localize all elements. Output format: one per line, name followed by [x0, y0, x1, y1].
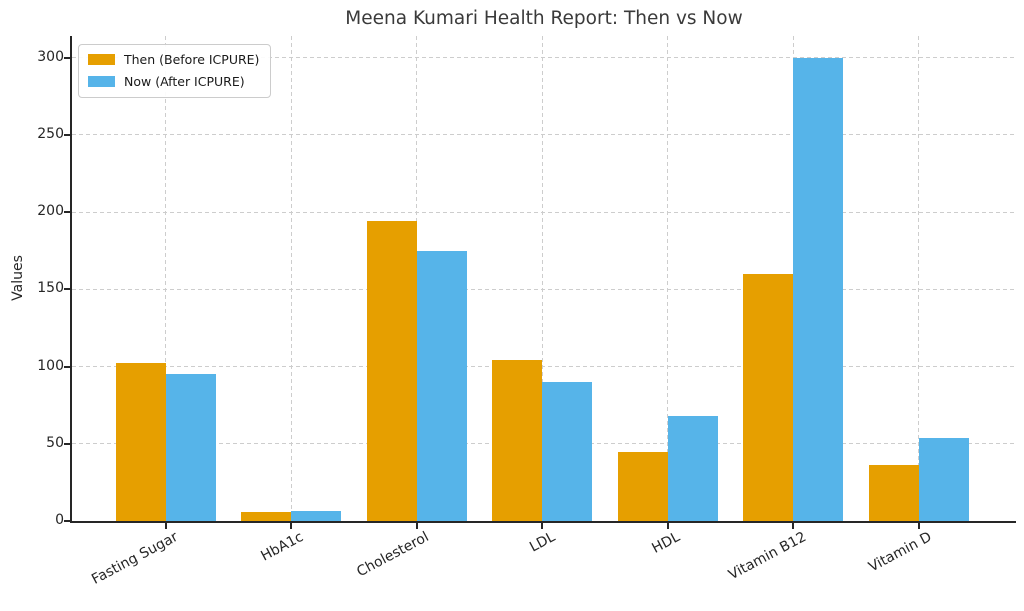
- bar-then-cholesterol: [366, 221, 417, 521]
- v-gridline-1: [290, 36, 292, 521]
- h-gridline-200: [72, 211, 1016, 213]
- bar-now-fasting-sugar: [165, 374, 216, 521]
- legend-item-now: Now (After ICPURE): [88, 74, 259, 89]
- x-tick-5: [792, 523, 794, 529]
- y-axis-label: Values: [10, 255, 26, 301]
- x-tick-label-1: HbA1c: [258, 529, 307, 565]
- bar-now-cholesterol: [416, 250, 467, 521]
- legend-item-then: Then (Before ICPURE): [88, 52, 259, 67]
- bar-then-hdl: [617, 451, 668, 521]
- x-tick-3: [541, 523, 543, 529]
- y-tick-label-150: 150: [37, 280, 64, 297]
- y-tick-100: [64, 365, 70, 368]
- x-tick-label-0: Fasting Sugar: [89, 529, 182, 588]
- x-tick-6: [917, 523, 920, 529]
- x-tick-0: [164, 523, 167, 529]
- y-tick-0: [64, 520, 70, 522]
- legend-label-then: Then (Before ICPURE): [124, 52, 260, 67]
- x-tick-label-6: Vitamin D: [865, 529, 935, 576]
- y-tick-50: [64, 442, 70, 445]
- bar-then-vitamin-d: [868, 465, 919, 521]
- y-tick-label-300: 300: [37, 48, 64, 65]
- v-gridline-3: [541, 36, 543, 521]
- h-gridline-150: [72, 288, 1016, 290]
- chart-title: Meena Kumari Health Report: Then vs Now: [345, 8, 743, 29]
- h-gridline-300: [72, 57, 1016, 59]
- x-tick-label-2: Cholesterol: [354, 529, 433, 581]
- bar-then-fasting-sugar: [115, 363, 166, 521]
- y-tick-200: [64, 211, 70, 214]
- v-gridline-6: [918, 36, 919, 521]
- bar-then-vitamin-b12: [743, 273, 793, 521]
- bar-now-hba1c: [291, 511, 341, 521]
- x-tick-label-5: Vitamin B12: [725, 529, 809, 584]
- legend: Then (Before ICPURE) Now (After ICPURE): [78, 44, 272, 98]
- x-axis-spine: [70, 521, 1016, 523]
- y-tick-label-50: 50: [46, 434, 64, 451]
- bar-then-hba1c: [241, 512, 291, 521]
- y-tick-label-250: 250: [37, 125, 64, 142]
- v-gridline-0: [165, 36, 166, 521]
- y-tick-300: [64, 56, 70, 59]
- x-tick-4: [666, 523, 669, 529]
- x-tick-label-4: HDL: [649, 529, 684, 557]
- legend-label-now: Now (After ICPURE): [124, 74, 245, 89]
- y-tick-label-200: 200: [37, 203, 64, 220]
- bar-now-ldl: [542, 382, 592, 521]
- y-tick-250: [64, 133, 70, 136]
- y-tick-label-100: 100: [37, 357, 64, 374]
- x-tick-label-3: LDL: [526, 529, 558, 556]
- y-tick-label-0: 0: [55, 512, 64, 528]
- bar-then-ldl: [492, 360, 542, 521]
- v-gridline-4: [667, 36, 668, 521]
- y-tick-150: [64, 288, 70, 291]
- h-gridline-250: [72, 134, 1016, 136]
- h-gridline-100: [72, 366, 1016, 368]
- bar-now-vitamin-d: [918, 437, 969, 521]
- plot-area: Then (Before ICPURE) Now (After ICPURE): [64, 36, 1016, 529]
- now-series-swatch: [88, 76, 115, 87]
- bar-now-vitamin-b12: [793, 57, 843, 521]
- y-axis-spine: [70, 36, 72, 523]
- bar-now-hdl: [667, 415, 718, 521]
- x-tick-2: [415, 523, 418, 529]
- then-series-swatch: [88, 54, 115, 65]
- x-tick-1: [290, 523, 292, 529]
